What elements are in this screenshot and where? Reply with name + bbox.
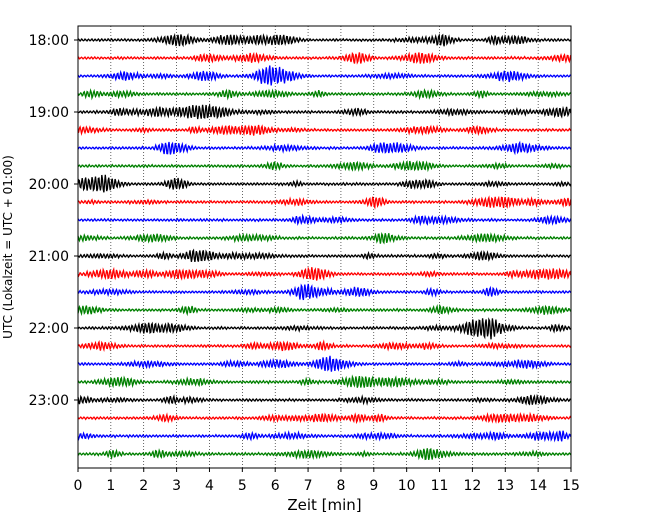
y-tick-label-20:00: 20:00 bbox=[29, 177, 69, 193]
seismic-trace-12 bbox=[77, 248, 572, 263]
y-axis-label: UTC (Lokalzeit = UTC + 01:00) bbox=[1, 155, 15, 339]
seismic-trace-22 bbox=[77, 429, 572, 443]
seismic-trace-10 bbox=[77, 213, 572, 227]
x-tick-label-15: 15 bbox=[562, 478, 580, 494]
seismic-trace-1 bbox=[77, 51, 572, 65]
x-tick-label-9: 9 bbox=[369, 478, 378, 494]
x-tick-label-3: 3 bbox=[172, 478, 181, 494]
x-tick-label-7: 7 bbox=[304, 478, 313, 494]
x-tick-label-0: 0 bbox=[74, 478, 83, 494]
seismic-trace-13 bbox=[77, 266, 572, 282]
seismic-trace-23 bbox=[77, 447, 572, 461]
seismic-trace-2 bbox=[77, 65, 571, 86]
seismic-trace-6 bbox=[77, 140, 572, 156]
y-tick-label-23:00: 23:00 bbox=[29, 393, 69, 409]
seismic-trace-5 bbox=[77, 124, 572, 137]
seismic-trace-19 bbox=[77, 374, 572, 389]
x-tick-label-6: 6 bbox=[271, 478, 280, 494]
x-tick-label-14: 14 bbox=[529, 478, 547, 494]
x-tick-label-4: 4 bbox=[205, 478, 214, 494]
seismic-trace-11 bbox=[77, 232, 571, 245]
seismic-trace-3 bbox=[77, 88, 572, 101]
seismic-trace-18 bbox=[77, 355, 572, 372]
x-tick-label-8: 8 bbox=[336, 478, 345, 494]
seismic-trace-17 bbox=[77, 339, 572, 353]
seismic-trace-4 bbox=[77, 103, 572, 120]
seismic-trace-7 bbox=[77, 159, 571, 173]
seismic-trace-8 bbox=[77, 174, 572, 193]
x-tick-label-13: 13 bbox=[496, 478, 514, 494]
seismic-traces bbox=[77, 32, 572, 461]
plot-frame bbox=[77, 25, 572, 469]
seismic-trace-20 bbox=[77, 393, 571, 406]
y-tick-label-21:00: 21:00 bbox=[29, 249, 69, 265]
x-tick-label-12: 12 bbox=[463, 478, 481, 494]
x-tick-label-11: 11 bbox=[431, 478, 449, 494]
y-tick-label-22:00: 22:00 bbox=[29, 321, 69, 337]
x-tick-label-5: 5 bbox=[238, 478, 247, 494]
seismic-trace-9 bbox=[77, 195, 572, 210]
x-tick-label-1: 1 bbox=[106, 478, 115, 494]
seismic-trace-16 bbox=[77, 317, 571, 340]
x-axis-label: Zeit [min] bbox=[287, 496, 361, 514]
seismic-trace-15 bbox=[77, 303, 572, 317]
y-axis-ticks: 18:00 19:00 20:00 21:00 22:00 23:00 bbox=[29, 33, 78, 409]
x-axis-ticks: 0 1 2 3 4 5 6 7 8 9 10 11 12 13 14 15 bbox=[74, 468, 580, 494]
x-tick-label-10: 10 bbox=[398, 478, 416, 494]
seismic-trace-0 bbox=[77, 32, 572, 48]
seismic-trace-14 bbox=[77, 283, 572, 301]
seismic-trace-21 bbox=[77, 411, 572, 425]
y-tick-label-19:00: 19:00 bbox=[29, 105, 69, 121]
y-tick-label-18:00: 18:00 bbox=[29, 33, 69, 49]
x-tick-label-2: 2 bbox=[139, 478, 148, 494]
